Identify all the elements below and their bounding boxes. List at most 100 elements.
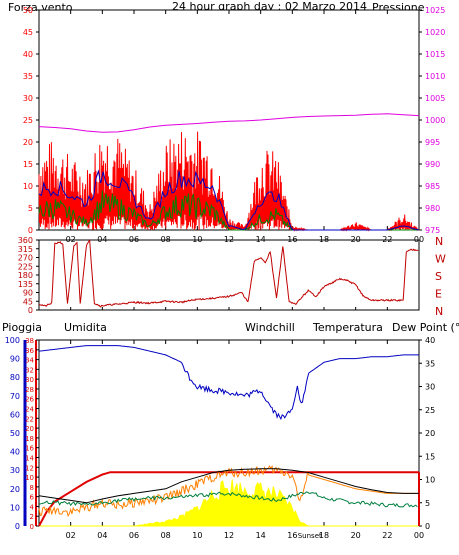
rain-y-tick-label: 2 [30, 513, 34, 521]
pressure-y-tick-label: 975 [425, 226, 440, 235]
rain-y-tick-label: 28 [25, 386, 34, 394]
wind-panel: 0510152025303540455097598098599099510001… [23, 6, 446, 244]
humidity-y-tick-label: 90 [10, 355, 20, 364]
temp-x-tick-label: 14 [256, 531, 266, 540]
dewpoint-line [38, 491, 418, 508]
direction-compass-label: E [435, 288, 442, 301]
wind-y-tick-label: 30 [23, 94, 33, 103]
humidity-y-tick-label: 60 [10, 410, 20, 419]
wind-x-tick-label: 06 [129, 235, 139, 244]
direction-y-tick-label: 90 [23, 289, 33, 298]
wind-y-tick-label: 0 [28, 226, 33, 235]
temp-y-tick-label: 10 [425, 476, 435, 485]
wind-x-tick-label: 04 [97, 235, 107, 244]
pressure-y-tick-label: 1015 [425, 50, 445, 59]
temp-y-tick-label: 30 [425, 383, 435, 392]
direction-y-tick-label: 360 [18, 236, 33, 245]
humidity-y-tick-label: 50 [10, 429, 20, 438]
rain-y-tick-label: 24 [25, 406, 34, 414]
temp-x-tick-label: 18 [319, 531, 329, 540]
rain-y-tick-label: 18 [25, 435, 34, 443]
windchill-label: Windchill [245, 321, 295, 334]
humidity-y-tick-label: 100 [5, 336, 20, 345]
temp-x-tick-label: 16 [287, 531, 297, 540]
humidity-y-tick-label: 70 [10, 392, 20, 401]
wind-x-tick-label: 08 [161, 235, 171, 244]
humidity-label: Umidita [64, 321, 107, 334]
sunset-label: Sunset [298, 532, 322, 540]
rain-y-tick-label: 26 [25, 396, 34, 404]
temp-x-tick-label: 06 [129, 531, 139, 540]
humidity-y-tick-label: 20 [10, 485, 20, 494]
rain-label: Pioggia [2, 321, 42, 334]
humidity-y-tick-label: 0 [15, 522, 20, 531]
pressure-line [38, 113, 420, 133]
rain-y-tick-label: 38 [25, 337, 34, 345]
temperature-panel: 0102030405060708090100024681012141618202… [5, 336, 435, 540]
direction-compass-label: N [435, 305, 443, 318]
temp-x-tick-label: 02 [66, 531, 76, 540]
wind-y-tick-label: 15 [23, 160, 33, 169]
direction-panel-frame [38, 239, 420, 311]
rain-y-tick-label: 20 [25, 425, 34, 433]
temp-y-tick-label: 35 [425, 359, 435, 368]
pressure-y-tick-label: 980 [425, 204, 440, 213]
rain-y-tick-label: 4 [30, 503, 35, 511]
pressure-y-tick-label: 1010 [425, 72, 445, 81]
wind-x-tick-label: 10 [192, 235, 202, 244]
direction-compass-label: N [435, 235, 443, 248]
wind-y-tick-label: 35 [23, 72, 33, 81]
rain-y-tick-label: 30 [25, 376, 34, 384]
rain-y-tick-label: 0 [30, 523, 34, 531]
pressure-y-tick-label: 1020 [425, 28, 445, 37]
humidity-y-tick-label: 40 [10, 448, 20, 457]
wind-x-tick-label: 22 [382, 235, 392, 244]
temperature-label: Temperatura [312, 321, 383, 334]
humidity-y-tick-label: 30 [10, 466, 20, 475]
wind-y-tick-label: 40 [23, 50, 33, 59]
rain-y-tick-label: 6 [30, 494, 35, 502]
wind-y-tick-label: 25 [23, 116, 33, 125]
wind-y-tick-label: 20 [23, 138, 33, 147]
temp-y-tick-label: 5 [425, 499, 430, 508]
temp-x-tick-label: 08 [161, 531, 171, 540]
wind-y-tick-label: 50 [23, 6, 33, 15]
wind-x-tick-label: 00 [414, 235, 424, 244]
humidity-y-tick-label: 10 [10, 503, 20, 512]
temp-x-tick-label: 00 [414, 531, 424, 540]
wind-y-tick-label: 10 [23, 182, 33, 191]
temp-y-tick-label: 20 [425, 429, 435, 438]
rain-y-tick-label: 10 [25, 474, 34, 482]
rain-y-tick-label: 8 [30, 484, 34, 492]
dewpoint-label: Dew Point (°C [392, 321, 459, 334]
wind-x-tick-label: 02 [66, 235, 76, 244]
direction-y-tick-label: 315 [18, 245, 33, 254]
direction-y-tick-label: 45 [23, 297, 33, 306]
pressure-y-tick-label: 990 [425, 160, 440, 169]
rain-y-tick-label: 36 [25, 347, 34, 355]
temp-y-tick-label: 40 [425, 336, 435, 345]
temperature-line [38, 468, 419, 504]
wind-x-tick-label: 16 [287, 235, 297, 244]
pressure-y-tick-label: 985 [425, 182, 440, 191]
temp-y-tick-label: 0 [425, 522, 430, 531]
temp-y-tick-label: 15 [425, 452, 435, 461]
humidity-line [38, 345, 419, 421]
wind-y-tick-label: 45 [23, 28, 33, 37]
temp-x-tick-label: 10 [192, 531, 202, 540]
humidity-y-tick-label: 80 [10, 373, 20, 382]
direction-y-tick-label: 270 [18, 254, 33, 263]
temp-x-tick-label: 20 [351, 531, 361, 540]
rain-y-tick-label: 12 [25, 464, 34, 472]
wind-x-tick-label: 12 [224, 235, 234, 244]
rain-y-tick-label: 16 [25, 445, 34, 453]
direction-y-tick-label: 0 [28, 306, 33, 315]
rain-line [38, 471, 419, 527]
direction-y-tick-label: 135 [18, 280, 33, 289]
direction-compass-label: S [435, 270, 442, 283]
wind-y-tick-label: 5 [28, 204, 33, 213]
temp-x-tick-label: 22 [382, 531, 392, 540]
windchill-line [38, 465, 419, 518]
wind-x-tick-label: 18 [319, 235, 329, 244]
